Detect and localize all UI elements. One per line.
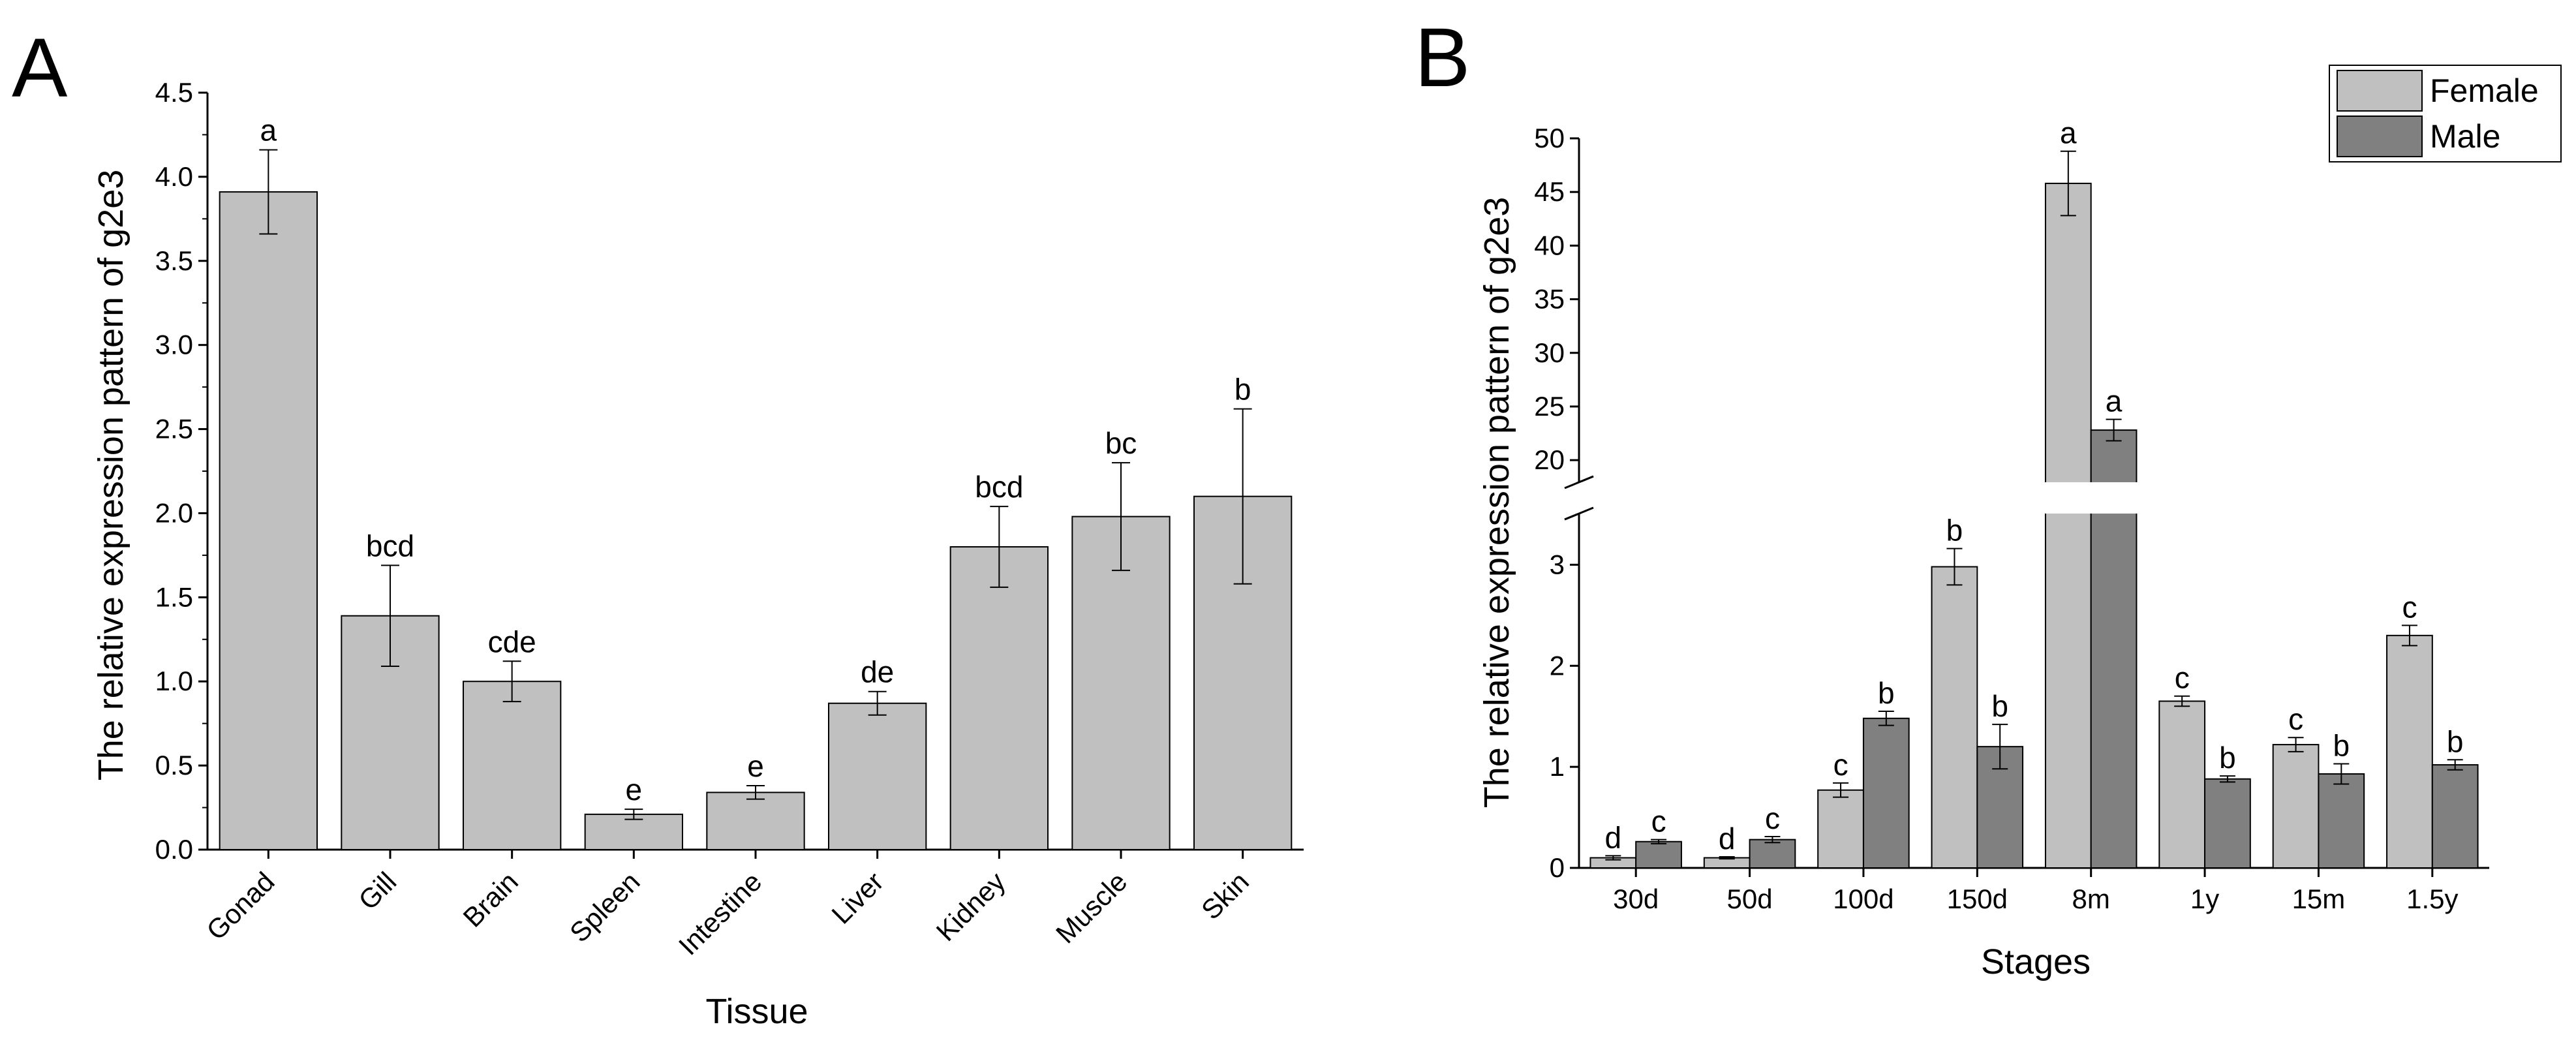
panel-a-y-tick-label: 3.0 xyxy=(155,330,193,360)
legend-label-male: Male xyxy=(2430,118,2500,155)
panel-a-x-tick-label-skin: Skin xyxy=(1195,866,1255,925)
panel-b-y-tick-label: 40 xyxy=(1534,230,1565,260)
panel-a-xlabel: Tissue xyxy=(705,992,808,1031)
panel-b-x-tick-label-1y: 1y xyxy=(2190,884,2219,914)
panel-b-x-tick-label-100d: 100d xyxy=(1833,884,1894,914)
panel-b-bar-male-50d xyxy=(1749,839,1796,869)
panel-a-y-tick-label: 4.0 xyxy=(155,161,193,192)
panel-a-plot: 0.0 0.5 1.0 1.5 2.0 2.5 3.0 3.5 4.0 4.5 a Gonad bcd G… xyxy=(155,77,1304,961)
panel-b-sig-female-100d: c xyxy=(1833,748,1848,782)
panel-b-sig-female-1-5y: c xyxy=(2402,590,2417,624)
panel-a-y-tick-label: 1.0 xyxy=(155,666,193,696)
panel-a-x-tick-label-liver: Liver xyxy=(825,866,889,930)
panel-a-sig-spleen: e xyxy=(626,773,643,807)
panel-b-bar-female-1-5y xyxy=(2386,634,2433,869)
panel-b-x-tick-label-150d: 150d xyxy=(1947,884,2008,914)
panel-b-sig-male-150d: b xyxy=(1991,689,2008,723)
panel-b-sig-female-50d: d xyxy=(1719,822,1736,855)
panel-a-sig-gill: bcd xyxy=(366,529,414,563)
panel-b-bar-male-15m xyxy=(2318,773,2365,869)
panel-b-x-tick-label-1-5y: 1.5y xyxy=(2406,884,2458,914)
panel-b-y-tick-label: 35 xyxy=(1534,284,1565,315)
panel-a-sig-brain: cde xyxy=(488,624,536,658)
panel-b-bar-female-100d xyxy=(1817,789,1864,869)
panel-b-axis-break-gap xyxy=(1563,482,2489,514)
panel-b-bar-male-30d xyxy=(1635,840,1682,869)
panel-b-y-tick-label: 20 xyxy=(1534,444,1565,475)
panel-a-bar-muscle xyxy=(1071,516,1171,850)
panel-a-bar-gonad xyxy=(219,191,318,851)
panel-b-y-tick-label: 25 xyxy=(1534,391,1565,422)
panel-a-x-tick-label-muscle: Muscle xyxy=(1050,866,1133,949)
panel-a-y-tick-label: 2.5 xyxy=(155,414,193,444)
legend: Female Male xyxy=(2329,65,2562,162)
panel-b-axis-break-mark xyxy=(1564,506,1594,521)
panel-a-y-tick-label: 0.5 xyxy=(155,750,193,780)
panel-b-sig-male-1-5y: b xyxy=(2447,724,2464,758)
panel-b-y-tick-label: 45 xyxy=(1534,176,1565,207)
legend-swatch-female xyxy=(2337,70,2423,112)
panel-b-sig-female-8m: a xyxy=(2060,116,2077,150)
panel-a-x-tick-label-gonad: Gonad xyxy=(200,866,280,946)
panel-b-xlabel: Stages xyxy=(1981,942,2091,981)
panel-a-sig-kidney: bcd xyxy=(975,470,1023,504)
panel-b-y-tick-label: 3 xyxy=(1550,549,1565,579)
panel-a-x-tick-label-spleen: Spleen xyxy=(564,866,646,948)
panel-b-y-tick-label: 2 xyxy=(1550,650,1565,681)
panel-a-x-tick-label-intestine: Intestine xyxy=(673,866,768,961)
panel-b-x-tick-label-50d: 50d xyxy=(1727,884,1773,914)
panel-b-sig-male-100d: b xyxy=(1878,676,1895,710)
panel-b-x-tick-label-15m: 15m xyxy=(2292,884,2346,914)
panel-a-sig-muscle: bc xyxy=(1105,426,1137,460)
panel-a-bar-spleen xyxy=(584,813,684,851)
panel-b-bar-female-1y xyxy=(2158,700,2206,869)
panel-a-sig-liver: de xyxy=(861,655,894,689)
panel-b-bar-male-1y xyxy=(2204,778,2251,869)
panel-b-ylabel: The relative expression pattern of g2e3 xyxy=(1477,197,1516,809)
panel-b-sig-male-8m: a xyxy=(2106,384,2123,418)
legend-swatch-male xyxy=(2337,116,2423,157)
legend-label-female: Female xyxy=(2430,72,2539,109)
panel-b-bar-female-8m xyxy=(2044,183,2092,869)
panel-a-ylabel: The relative expression pattern of g2e3 xyxy=(91,170,130,781)
panel-a-label: A xyxy=(12,22,68,115)
panel-a-sig-gonad: a xyxy=(260,114,277,147)
panel-a-sig-skin: b xyxy=(1234,373,1251,407)
panel-b-sig-male-1y: b xyxy=(2219,741,2236,775)
panel-a-y-tick-label: 0.0 xyxy=(155,834,193,865)
panel-b-bar-male-100d xyxy=(1862,717,1910,869)
panel-a-bar-intestine xyxy=(706,792,805,851)
panel-a-y-tick-label: 2.0 xyxy=(155,497,193,528)
panel-b-y-tick-label: 0 xyxy=(1550,852,1565,883)
panel-b-bar-female-15m xyxy=(2272,744,2320,869)
panel-b-sig-male-15m: b xyxy=(2333,728,2350,762)
panel-b-label: B xyxy=(1415,11,1470,104)
panel-b-y-tick-label: 30 xyxy=(1534,337,1565,368)
panel-b-y-tick-label: 1 xyxy=(1550,751,1565,782)
panel-a-y-tick-label: 4.5 xyxy=(155,77,193,108)
panel-a-bar-kidney xyxy=(949,546,1049,850)
panel-b-bar-male-1-5y xyxy=(2431,764,2479,869)
panel-a-bar-liver xyxy=(828,702,927,850)
panel-a-x-tick-label-gill: Gill xyxy=(352,866,402,916)
panel-b-sig-female-1y: c xyxy=(2175,661,2190,695)
panel-b-sig-female-30d: d xyxy=(1605,820,1622,854)
panel-a-x-tick-label-kidney: Kidney xyxy=(930,866,1011,947)
panel-b-sig-male-50d: c xyxy=(1765,801,1780,835)
panel-a-y-tick-label: 3.5 xyxy=(155,245,193,276)
panel-b-axis-break-mark xyxy=(1564,475,1594,489)
panel-b-bar-female-150d xyxy=(1931,566,1978,869)
panel-b-sig-female-150d: b xyxy=(1946,514,1963,547)
panel-b-x-tick-label-8m: 8m xyxy=(2072,884,2110,914)
panel-a-y-tick-label: 1.5 xyxy=(155,581,193,612)
panel-b-y-tick-label: 50 xyxy=(1534,123,1565,153)
panel-a-bar-brain xyxy=(463,681,562,850)
panel-a-x-tick-label-brain: Brain xyxy=(457,866,524,933)
panel-b-sig-male-30d: c xyxy=(1651,805,1666,839)
panel-b-sig-female-15m: c xyxy=(2288,702,2303,736)
panel-a-sig-intestine: e xyxy=(747,749,764,783)
panel-b-x-tick-label-30d: 30d xyxy=(1613,884,1659,914)
